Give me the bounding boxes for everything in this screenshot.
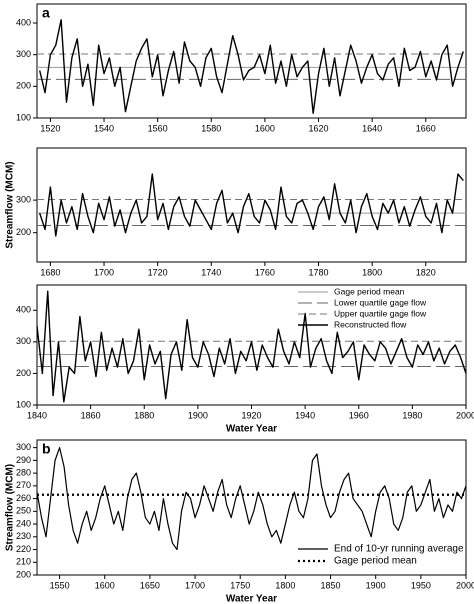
x-tick-label: 1960 [349,410,369,420]
x-axis-label: Water Year [226,424,277,435]
x-tick-label: 1850 [321,580,341,590]
series-line [36,290,467,403]
y-tick-label: 300 [16,336,31,346]
x-tick-label: 1940 [295,410,315,420]
x-tick-label: 1860 [81,410,101,420]
legend-label: Lower quartile gage flow [334,297,427,307]
panel-label: b [42,441,51,457]
x-tick-label: 1620 [309,123,329,133]
y-tick-label: 220 [16,544,31,554]
x-tick-label: 1980 [402,410,422,420]
x-tick-label: 1700 [94,267,114,277]
y-tick-label: 300 [16,194,31,204]
plot-frame [36,3,467,119]
x-tick-label: 1640 [362,123,382,133]
x-tick-label: 1560 [148,123,168,133]
x-tick-label: 1900 [366,580,386,590]
x-tick-label: 1800 [362,267,382,277]
panel-label: a [42,5,50,21]
y-tick-label: 200 [16,227,31,237]
y-tick-label: 230 [16,531,31,541]
y-tick-label: 210 [16,557,31,567]
y-tick-label: 100 [16,112,31,122]
legend-label: Gage period mean [334,556,417,567]
legend-label: End of 10-yr running average [334,544,464,555]
y-axis-label: Streamflow (MCM) [5,464,16,551]
legend-label: Upper quartile gage flow [334,308,427,318]
y-tick-label: 250 [16,506,31,516]
y-tick-label: 300 [16,442,31,452]
y-tick-label: 400 [16,305,31,315]
x-tick-label: 2000 [456,410,474,420]
series-line [39,173,464,237]
x-tick-label: 1760 [255,267,275,277]
x-tick-label: 1650 [140,580,160,590]
x-tick-label: 1540 [94,123,114,133]
x-tick-label: 1550 [50,580,70,590]
x-tick-label: 1660 [416,123,436,133]
x-tick-label: 1840 [27,410,47,420]
x-tick-label: 1750 [230,580,250,590]
x-tick-label: 1820 [416,267,436,277]
x-tick-label: 1800 [275,580,295,590]
y-tick-label: 290 [16,455,31,465]
x-tick-label: 1880 [134,410,154,420]
x-tick-label: 1720 [148,267,168,277]
y-tick-label: 280 [16,467,31,477]
legend-label: Reconstructed flow [334,319,407,329]
x-tick-label: 1920 [241,410,261,420]
x-axis-label: Water Year [226,594,277,604]
y-tick-label: 100 [16,399,31,409]
y-tick-label: 300 [16,49,31,59]
x-tick-label: 1780 [309,267,329,277]
y-tick-label: 270 [16,480,31,490]
x-tick-label: 1600 [95,580,115,590]
y-axis-label: Streamflow (MCM) [5,161,16,248]
legend-label: Gage period mean [334,286,405,296]
series-line [36,447,467,551]
plot-frame [36,439,467,576]
x-tick-label: 1900 [188,410,208,420]
x-tick-label: 1700 [185,580,205,590]
x-tick-label: 1600 [255,123,275,133]
x-tick-label: 2000 [456,580,474,590]
y-tick-label: 260 [16,493,31,503]
x-tick-label: 1580 [201,123,221,133]
series-line [38,19,464,114]
x-tick-label: 1680 [40,267,60,277]
x-tick-label: 1950 [411,580,431,590]
x-tick-label: 1520 [40,123,60,133]
y-tick-label: 400 [16,17,31,27]
plot-frame [36,147,467,263]
y-tick-label: 200 [16,81,31,91]
y-tick-label: 200 [16,569,31,579]
y-tick-label: 240 [16,518,31,528]
x-tick-label: 1740 [201,267,221,277]
y-tick-label: 200 [16,368,31,378]
